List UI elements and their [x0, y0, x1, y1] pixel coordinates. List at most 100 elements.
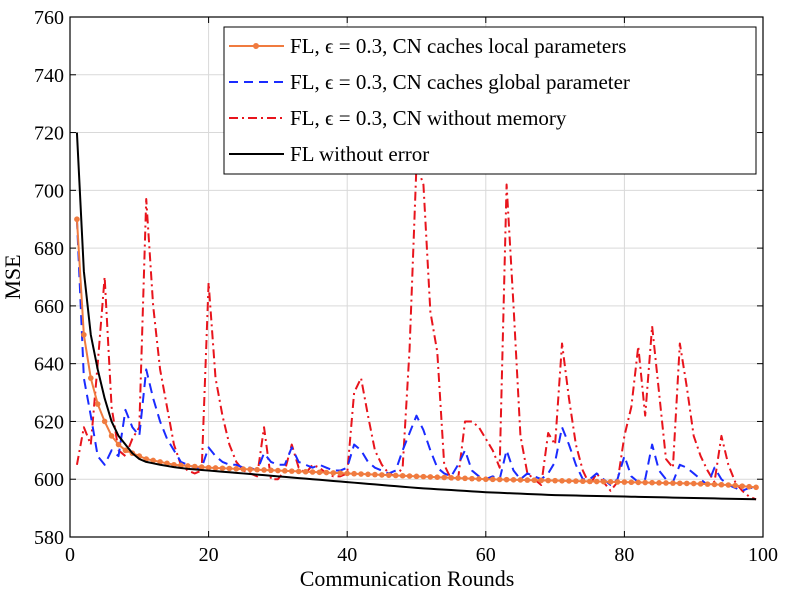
legend-marker-local — [253, 43, 259, 49]
series-point — [212, 465, 219, 471]
series-point — [531, 477, 538, 484]
series-point — [337, 470, 344, 476]
x-tick-label: 60 — [476, 544, 496, 566]
series-point — [122, 447, 129, 454]
series-point — [600, 478, 607, 485]
series-point — [524, 477, 531, 483]
y-tick-label: 680 — [34, 238, 64, 260]
series-point — [295, 468, 302, 475]
series-point — [413, 473, 420, 480]
series-point — [427, 474, 434, 480]
series-point — [489, 476, 496, 483]
x-axis-title: Communication Rounds — [300, 566, 515, 591]
series-point — [240, 466, 247, 472]
series-point — [732, 482, 739, 489]
legend-label-global: FL, ϵ = 0.3, CN caches global parameter — [290, 70, 630, 94]
series-point — [108, 433, 115, 439]
series-point — [399, 472, 406, 479]
series-point — [483, 476, 489, 483]
x-tick-label: 40 — [337, 544, 357, 566]
y-axis-title: MSE — [0, 254, 25, 299]
axis-ticks: 0 20 40 60 80 100 580 600 620 640 660 680 700 720 740 7… — [34, 7, 778, 566]
series-point — [586, 478, 593, 485]
y-tick-label: 600 — [34, 469, 64, 491]
series-point — [205, 464, 212, 471]
series-point — [448, 474, 454, 481]
series-line-2 — [75, 163, 757, 501]
series-point — [226, 465, 233, 472]
y-tick-label: 740 — [34, 65, 64, 87]
series-point — [323, 469, 330, 476]
series-point — [510, 477, 517, 483]
series-point — [157, 459, 163, 465]
series-point — [94, 401, 101, 407]
legend-label-local: FL, ϵ = 0.3, CN caches local parameters — [290, 34, 626, 58]
series-point — [697, 481, 704, 487]
series-point — [683, 480, 690, 487]
series-point — [656, 480, 662, 486]
series-point — [739, 483, 746, 489]
series-point — [607, 479, 614, 485]
y-tick-label: 660 — [34, 296, 64, 318]
series-point — [462, 475, 468, 482]
series-point — [559, 478, 565, 484]
series-point — [261, 467, 267, 473]
series-point — [344, 470, 351, 477]
series-point — [566, 478, 572, 484]
series-point — [649, 479, 655, 486]
series-point — [275, 467, 281, 474]
series-point — [247, 466, 253, 473]
series-point — [663, 480, 669, 486]
series-point — [455, 475, 461, 481]
series-point — [614, 479, 621, 485]
series-point — [178, 462, 184, 469]
series-point — [725, 482, 732, 488]
series-point — [74, 216, 80, 223]
series-point — [704, 481, 711, 487]
series-point — [406, 473, 413, 479]
series-point — [642, 479, 648, 486]
series-point — [580, 478, 586, 485]
series-point — [496, 476, 503, 483]
series-point — [545, 477, 551, 484]
series-point — [150, 457, 156, 464]
series-point — [351, 470, 357, 477]
series-point — [690, 480, 697, 487]
series-point — [372, 471, 378, 478]
series-point — [282, 468, 288, 474]
series-point — [538, 477, 545, 484]
series-point — [288, 468, 295, 474]
series-point — [254, 466, 260, 473]
series-point — [87, 375, 94, 381]
series-point — [469, 475, 475, 482]
y-tick-label: 640 — [34, 354, 64, 376]
series-point — [316, 469, 323, 476]
series-point — [503, 476, 510, 483]
series-point — [115, 441, 122, 448]
series-point — [101, 418, 108, 425]
series-point — [330, 470, 337, 476]
series-point — [573, 478, 579, 484]
series-point — [552, 477, 558, 484]
y-tick-label: 580 — [34, 527, 64, 549]
series-point — [392, 472, 399, 479]
series-point — [635, 479, 642, 486]
series-point — [434, 474, 441, 481]
series-point — [309, 469, 316, 475]
series-point — [420, 473, 427, 480]
legend: FL, ϵ = 0.3, CN caches local parameters … — [223, 26, 757, 175]
series-point — [628, 479, 635, 486]
series-point — [185, 463, 191, 469]
series-point — [385, 472, 392, 478]
series-point — [219, 465, 226, 472]
series-point — [593, 478, 600, 485]
series-point — [746, 483, 752, 490]
series-line-3 — [75, 132, 757, 501]
series-point — [379, 472, 385, 478]
series-point — [677, 480, 683, 487]
series-point — [621, 479, 628, 485]
series-point — [358, 471, 364, 477]
y-tick-label: 760 — [34, 7, 64, 29]
x-tick-label: 100 — [748, 544, 778, 566]
